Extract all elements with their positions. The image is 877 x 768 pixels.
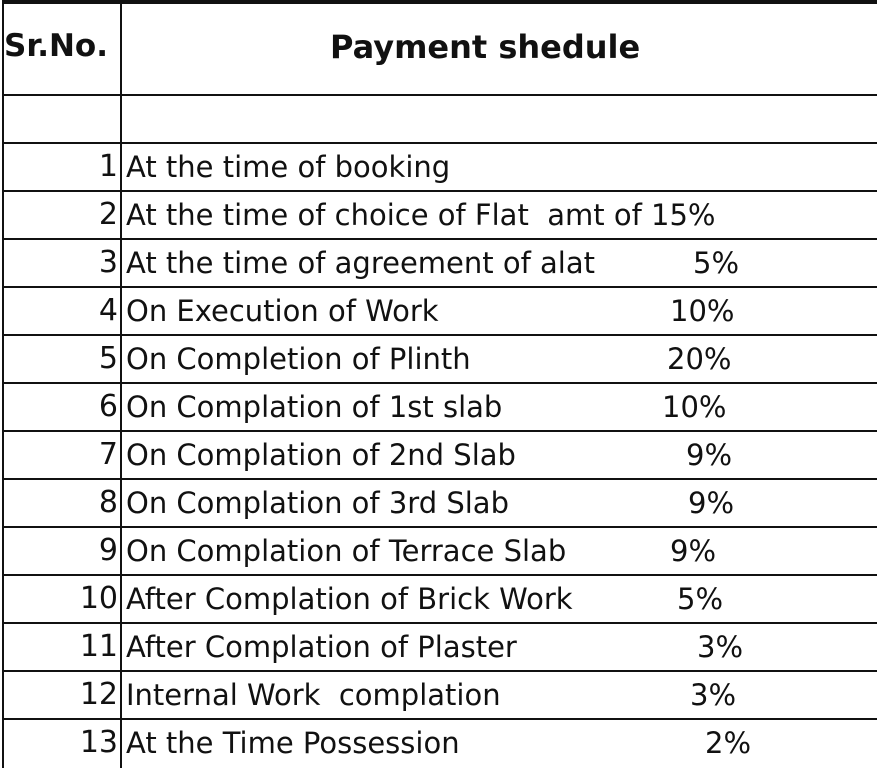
header-sr-no: Sr.No.: [4, 28, 108, 64]
row-divider: [2, 94, 877, 96]
sr-no-cell: 9: [98, 533, 118, 568]
row-divider: [2, 478, 877, 480]
row-divider: [2, 526, 877, 528]
percentage-cell: 5%: [677, 582, 724, 616]
table-row: 1 At the time of booking: [0, 143, 877, 191]
table-row: 7 On Complation of 2nd Slab 9%: [0, 431, 877, 479]
percentage-cell: 10%: [670, 294, 735, 328]
row-divider: [2, 574, 877, 576]
sr-no-cell: 4: [98, 293, 118, 328]
table-row: 2 At the time of choice of Flat amt of 15…: [0, 191, 877, 239]
column-divider: [120, 0, 122, 768]
table-border-top: [2, 0, 877, 4]
row-divider: [2, 190, 877, 192]
sr-no-cell: 10: [79, 581, 118, 616]
row-divider: [2, 142, 877, 144]
table-row: 6 On Complation of 1st slab 10%: [0, 383, 877, 431]
description-cell: At the time of agreement of alat: [126, 246, 595, 280]
row-divider: [2, 430, 877, 432]
table-row: 8 On Complation of 3rd Slab 9%: [0, 479, 877, 527]
percentage-cell: 3%: [697, 630, 744, 664]
table-row: 13 At the Time Possession 2%: [0, 719, 877, 767]
row-divider: [2, 334, 877, 336]
description-cell: On Execution of Work: [126, 294, 439, 328]
sr-no-cell: 13: [79, 725, 118, 760]
sr-no-cell: 12: [79, 677, 118, 712]
table-border-left: [2, 0, 4, 768]
sr-no-cell: 2: [98, 197, 118, 232]
row-divider: [2, 718, 877, 720]
description-cell: On Complation of 2nd Slab: [126, 438, 516, 472]
percentage-cell: 10%: [662, 390, 727, 424]
description-cell: At the time of choice of Flat amt of 15%: [126, 198, 716, 232]
sr-no-cell: 1: [98, 149, 118, 184]
table-row: 9 On Complation of Terrace Slab 9%: [0, 527, 877, 575]
sr-no-cell: 5: [98, 341, 118, 376]
sr-no-cell: 3: [98, 245, 118, 280]
row-divider: [2, 622, 877, 624]
description-cell: On Complation of Terrace Slab: [126, 534, 567, 568]
percentage-cell: 2%: [705, 726, 752, 760]
row-divider: [2, 286, 877, 288]
table-row: 3 At the time of agreement of alat 5%: [0, 239, 877, 287]
row-divider: [2, 670, 877, 672]
table-row: 12 Internal Work complation 3%: [0, 671, 877, 719]
percentage-cell: 5%: [693, 246, 740, 280]
description-cell: On Completion of Plinth: [126, 342, 471, 376]
description-cell: After Complation of Brick Work: [126, 582, 573, 616]
percentage-cell: 9%: [686, 438, 733, 472]
description-cell: At the time of booking: [126, 150, 451, 184]
table-row: 10 After Complation of Brick Work 5%: [0, 575, 877, 623]
header-title: Payment shedule: [330, 28, 641, 66]
description-cell: At the Time Possession: [126, 726, 460, 760]
percentage-cell: 3%: [690, 678, 737, 712]
percentage-cell: 20%: [667, 342, 732, 376]
sr-no-cell: 6: [98, 389, 118, 424]
description-cell: After Complation of Plaster: [126, 630, 517, 664]
sr-no-cell: 8: [98, 485, 118, 520]
percentage-cell: 9%: [670, 534, 717, 568]
description-cell: Internal Work complation: [126, 678, 501, 712]
sr-no-cell: 7: [98, 437, 118, 472]
table-row: 11 After Complation of Plaster 3%: [0, 623, 877, 671]
description-cell: On Complation of 3rd Slab: [126, 486, 509, 520]
table-row: 4 On Execution of Work 10%: [0, 287, 877, 335]
row-divider: [2, 382, 877, 384]
percentage-cell: 9%: [688, 486, 735, 520]
row-divider: [2, 238, 877, 240]
sr-no-cell: 11: [79, 629, 118, 664]
description-cell: On Complation of 1st slab: [126, 390, 503, 424]
table-row: 5 On Completion of Plinth 20%: [0, 335, 877, 383]
